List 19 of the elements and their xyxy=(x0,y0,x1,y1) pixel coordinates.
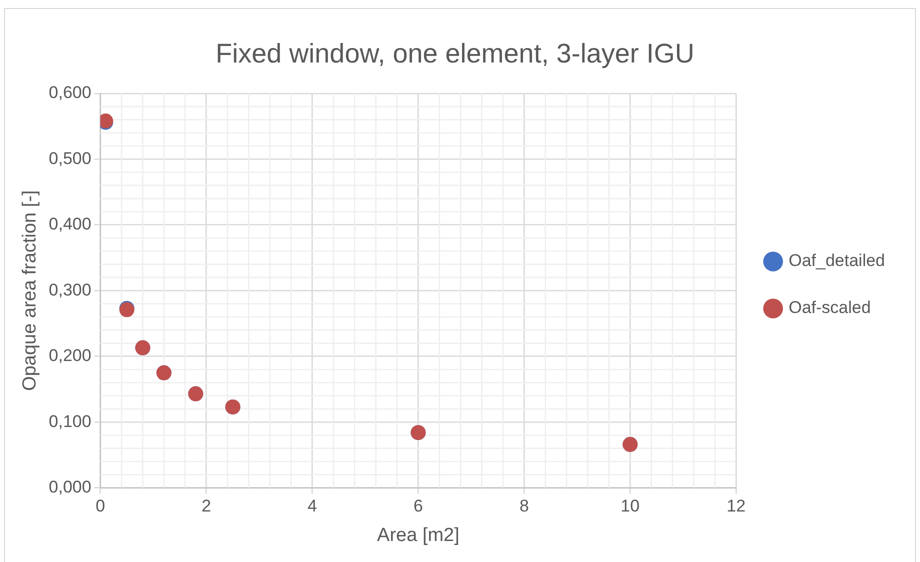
x-tick-label: 2 xyxy=(202,496,212,516)
legend-label: Oaf_detailed xyxy=(788,251,885,270)
x-axis-title: Area [m2] xyxy=(377,524,460,546)
x-tick-label: 8 xyxy=(519,496,529,516)
y-tick-label: 0,600 xyxy=(48,83,92,102)
x-tick-label: 4 xyxy=(308,496,317,516)
y-axis-title: Opaque area fraction [-] xyxy=(20,190,41,391)
y-tick-label: 0,100 xyxy=(48,412,92,431)
x-tick-label: 0 xyxy=(96,496,106,516)
y-tick-label: 0,000 xyxy=(48,477,92,496)
legend-label: Oaf-scaled xyxy=(788,298,871,318)
x-tick-label: 12 xyxy=(726,496,746,516)
x-tick-label: 6 xyxy=(413,496,423,516)
x-tick-label: 10 xyxy=(620,496,640,516)
y-tick-label: 0,400 xyxy=(48,214,92,234)
chart-title: Fixed window, one element, 3-layer IGU xyxy=(216,38,694,69)
y-tick-label: 0,500 xyxy=(48,148,92,168)
y-tick-label: 0,300 xyxy=(48,280,92,300)
y-tick-label: 0,200 xyxy=(48,346,92,366)
